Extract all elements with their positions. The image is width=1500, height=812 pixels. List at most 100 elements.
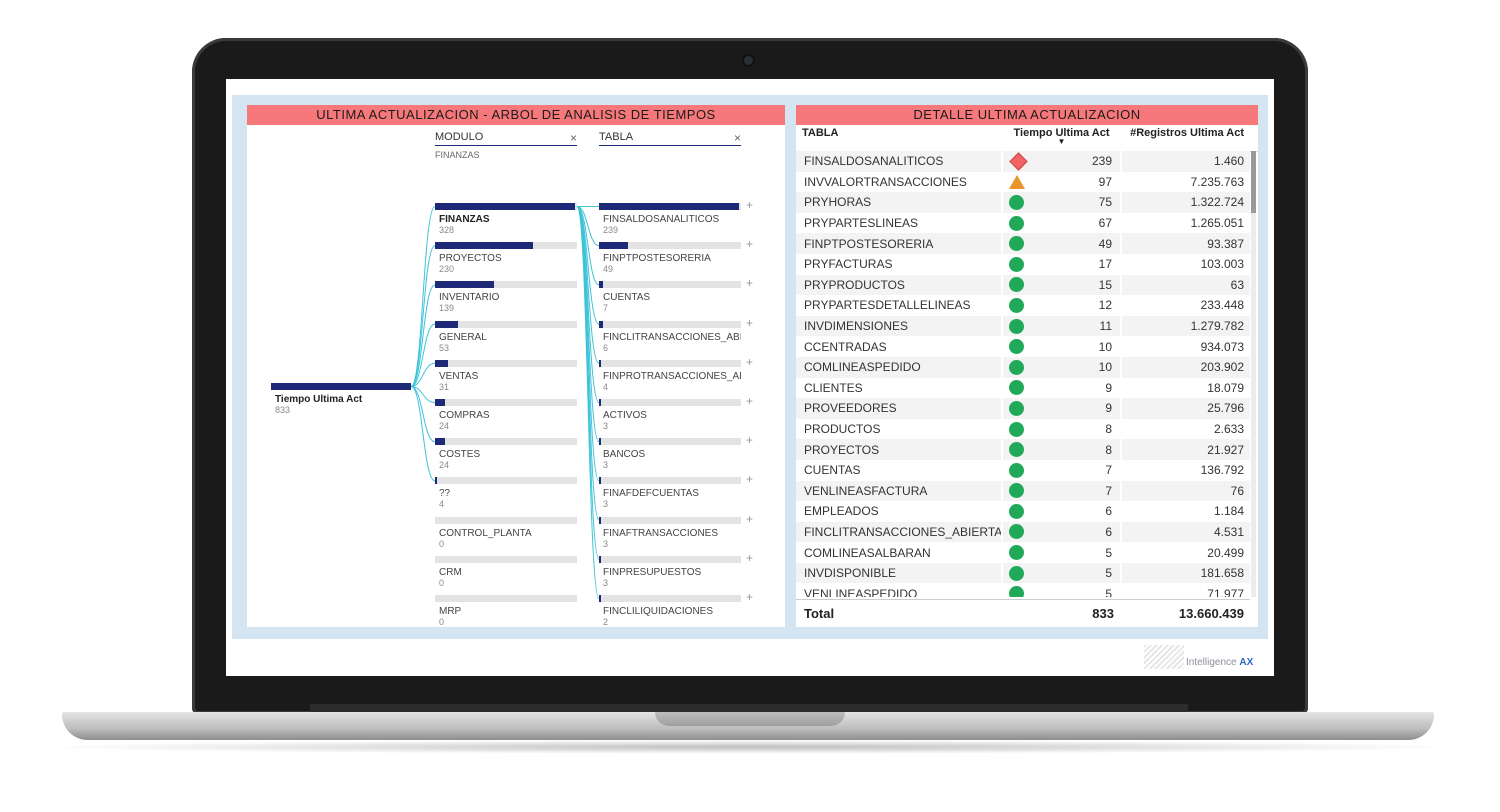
tabla-node[interactable]: FINCLITRANSACCIONES_ABIE...6 +: [599, 316, 753, 353]
tabla-node[interactable]: BANCOS 3 +: [599, 433, 753, 470]
cell-tiempo-value: 5: [1105, 566, 1112, 581]
tabla-node[interactable]: CUENTAS 7 +: [599, 276, 753, 314]
brand-suffix: AX: [1239, 657, 1254, 668]
cell-registros: 203.902: [1200, 360, 1244, 375]
modulo-bar: [435, 399, 577, 406]
column-header-registros[interactable]: #Registros Ultima Act: [1130, 127, 1244, 139]
green-circle-icon: [1009, 339, 1024, 355]
table-row[interactable]: PRODUCTOS 8 2.633: [796, 418, 1250, 440]
tabla-bar: [599, 516, 741, 524]
scrollbar-thumb[interactable]: [1251, 151, 1256, 213]
level-header-modulo[interactable]: MODULO × FINANZAS: [435, 131, 577, 160]
column-header-tabla[interactable]: TABLA: [802, 127, 839, 139]
cell-tiempo-value: 239: [1091, 154, 1112, 169]
table-row[interactable]: VENLINEASFACTURA 7 76: [796, 480, 1250, 502]
tabla-node[interactable]: FINSALDOSANALITICOS 239 +: [599, 198, 753, 235]
table-row[interactable]: INVDISPONIBLE 5 181.658: [796, 562, 1250, 584]
expand-icon[interactable]: +: [745, 198, 753, 212]
modulo-node[interactable]: ?? 4: [435, 477, 577, 509]
expand-icon[interactable]: +: [745, 354, 753, 369]
tabla-label: CUENTAS: [603, 292, 651, 304]
modulo-node[interactable]: VENTAS 31: [435, 359, 577, 392]
cell-registros: 21.927: [1207, 442, 1244, 457]
green-circle-icon: [1009, 565, 1024, 581]
table-row[interactable]: VENLINEASPEDIDO 5 71.977: [796, 583, 1250, 597]
table-row[interactable]: COMLINEASPEDIDO 10 203.902: [796, 356, 1250, 378]
expand-icon[interactable]: +: [745, 276, 753, 291]
table-scrollbar[interactable]: [1251, 151, 1256, 597]
modulo-node[interactable]: PROYECTOS 230: [435, 242, 577, 274]
expand-icon[interactable]: +: [745, 472, 753, 487]
table-row[interactable]: CUENTAS 7 136.792: [796, 459, 1250, 481]
cell-tiempo-value: 17: [1098, 257, 1112, 272]
table-row[interactable]: INVVALORTRANSACCIONES 97 7.235.763: [796, 171, 1250, 193]
tabla-node[interactable]: FINPROTRANSACCIONES_ABIE...4 +: [599, 355, 753, 392]
expand-icon[interactable]: +: [745, 511, 753, 526]
expand-icon[interactable]: +: [745, 433, 753, 448]
tabla-bar-fill: [599, 477, 601, 485]
modulo-bar: [435, 555, 577, 563]
laptop-shadow: [30, 740, 1470, 754]
modulo-bar-fill: [435, 359, 449, 367]
table-row[interactable]: CCENTRADAS 10 934.073: [796, 336, 1250, 357]
modulo-label: COSTES: [439, 449, 481, 461]
root-to-modulo-link: [410, 386, 436, 482]
tabla-value: 7: [603, 303, 609, 314]
green-circle-icon: [1009, 215, 1024, 231]
table-row[interactable]: PRYHORAS 75 1.322.724: [796, 192, 1250, 213]
table-row[interactable]: EMPLEADOS 6 1.184: [796, 501, 1250, 522]
tabla-node[interactable]: FINPRESUPUESTOS 3 +: [599, 551, 753, 588]
table-row[interactable]: PRYPARTESLINEAS 67 1.265.051: [796, 212, 1250, 234]
cell-tiempo-value: 5: [1105, 586, 1112, 597]
modulo-label: MRP: [439, 606, 462, 617]
cell-registros: 1.460: [1213, 154, 1244, 169]
modulo-node[interactable]: COMPRAS 24: [435, 399, 577, 431]
close-icon[interactable]: ×: [569, 131, 577, 145]
cell-tiempo: 5: [1001, 562, 1122, 584]
table-row[interactable]: FINPTPOSTESORERIA 49 93.387: [796, 233, 1250, 254]
expand-icon[interactable]: +: [745, 394, 753, 408]
expand-icon[interactable]: +: [745, 590, 753, 604]
modulo-node[interactable]: CRM 0: [435, 555, 577, 588]
close-icon[interactable]: ×: [733, 131, 741, 145]
detail-table: TABLA Tiempo Ultima Act ▼ #Registros Ult…: [796, 125, 1258, 621]
modulo-node[interactable]: MRP 0: [435, 595, 577, 625]
table-row[interactable]: PRYPRODUCTOS 15 63: [796, 274, 1250, 296]
tabla-node[interactable]: FINPTPOSTESORERIA 49 +: [599, 237, 753, 274]
modulo-bar: [435, 516, 577, 524]
expand-icon[interactable]: +: [745, 315, 753, 330]
table-row[interactable]: COMLINEASALBARAN 5 20.499: [796, 542, 1250, 563]
modulo-node[interactable]: COSTES 24: [435, 438, 577, 470]
expand-icon[interactable]: +: [745, 237, 753, 252]
screen: ULTIMA ACTUALIZACION - ARBOL DE ANALISIS…: [226, 79, 1274, 676]
tabla-node[interactable]: FINCLILIQUIDACIONES 2 +: [599, 590, 753, 625]
detail-table-panel: DETALLE ULTIMA ACTUALIZACION TABLA Tiemp…: [796, 105, 1258, 627]
modulo-node[interactable]: GENERAL 53: [435, 320, 577, 353]
modulo-node[interactable]: INVENTARIO 139: [435, 281, 577, 313]
column-header-tiempo[interactable]: Tiempo Ultima Act ▼: [1001, 125, 1122, 151]
table-row[interactable]: PROVEEDORES 9 25.796: [796, 398, 1250, 419]
modulo-bar: [435, 477, 577, 485]
tabla-node[interactable]: FINAFDEFCUENTAS 3 +: [599, 472, 753, 509]
cell-tabla: PRYHORAS: [804, 195, 872, 210]
table-row[interactable]: PROYECTOS 8 21.927: [796, 439, 1250, 460]
tree-root-node[interactable]: Tiempo Ultima Act 833: [271, 383, 411, 415]
root-bar: [271, 383, 411, 390]
table-row[interactable]: PRYFACTURAS 17 103.003: [796, 253, 1250, 275]
table-row[interactable]: CLIENTES 9 18.079: [796, 377, 1250, 399]
cell-tiempo-value: 11: [1099, 319, 1112, 334]
cell-registros: 136.792: [1200, 463, 1244, 478]
table-row[interactable]: FINCLITRANSACCIONES_ABIERTAS 6 4.531: [796, 521, 1250, 543]
table-row[interactable]: INVDIMENSIONES 11 1.279.782: [796, 315, 1250, 337]
modulo-value: 0: [439, 617, 445, 625]
modulo-node[interactable]: CONTROL_PLANTA 0: [435, 516, 577, 549]
modulo-node[interactable]: FINANZAS 328: [435, 203, 577, 235]
green-circle-icon: [1009, 194, 1024, 210]
tabla-node[interactable]: FINAFTRANSACCIONES 3 +: [599, 512, 753, 549]
table-row[interactable]: PRYPARTESDETALLELINEAS 12 233.448: [796, 295, 1250, 316]
tabla-node[interactable]: ACTIVOS 3 +: [599, 394, 753, 431]
level-header-tabla[interactable]: TABLA ×: [599, 131, 741, 146]
tabla-label: FINCLITRANSACCIONES_ABIE...: [603, 331, 741, 343]
table-row[interactable]: FINSALDOSANALITICOS 239 1.460: [796, 151, 1250, 172]
expand-icon[interactable]: +: [745, 550, 753, 565]
